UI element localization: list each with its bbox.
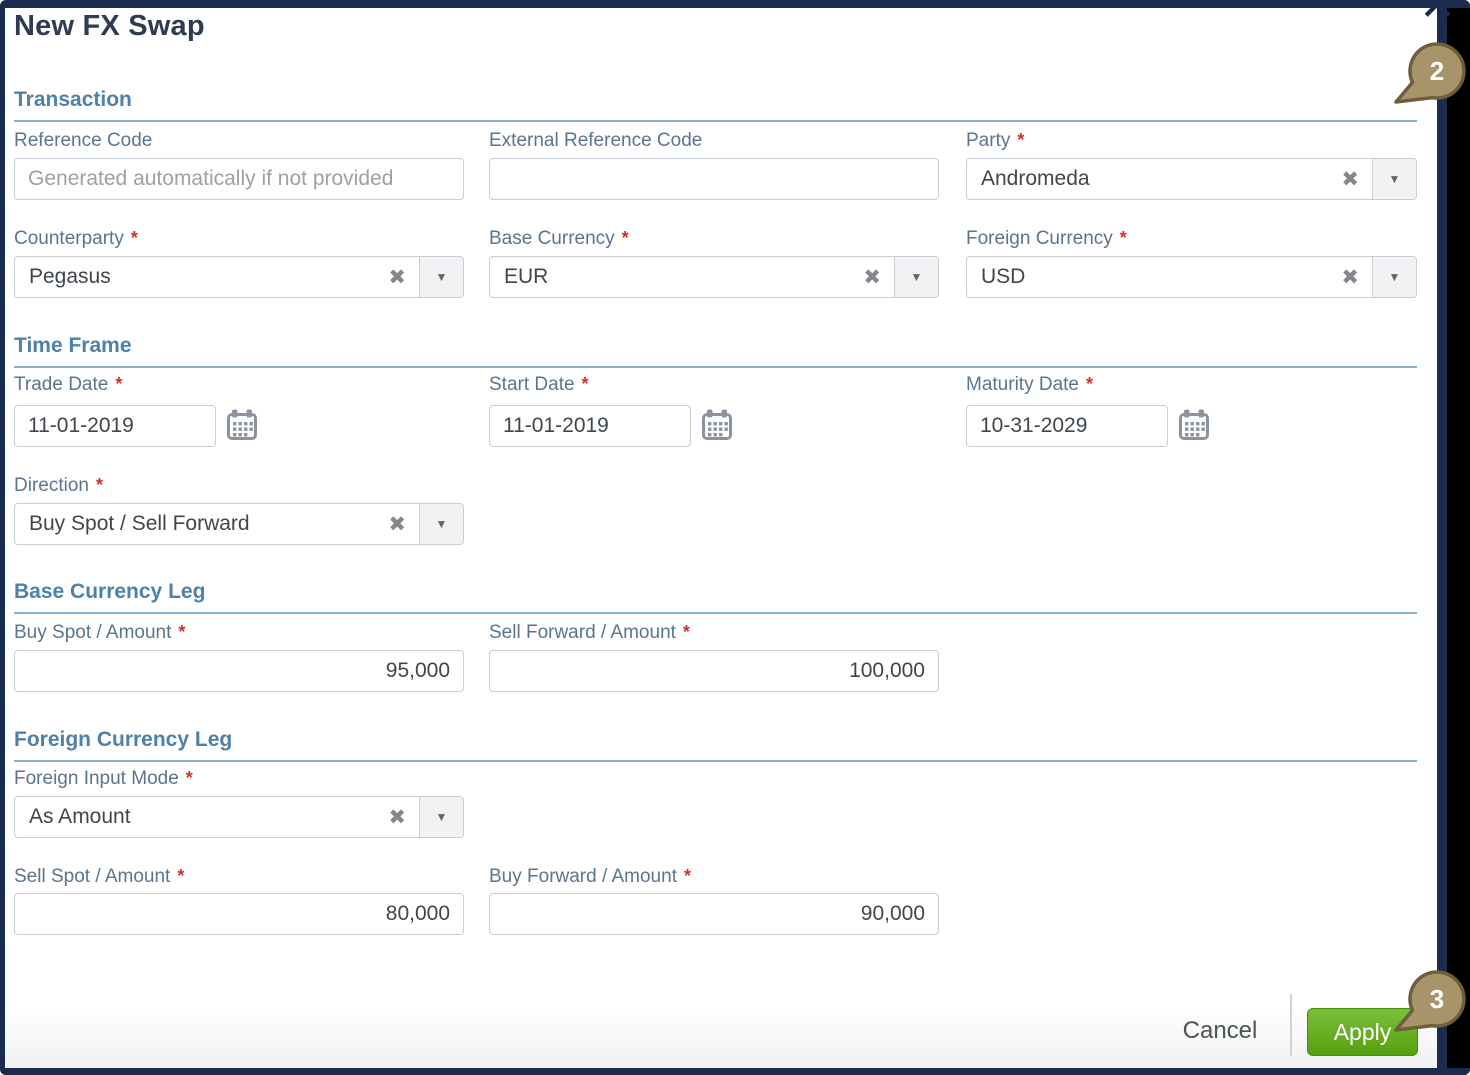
label-foreign-currency: Foreign Currency * xyxy=(966,228,1127,249)
label-party: Party * xyxy=(966,130,1025,151)
label-sell-spot-amount: Sell Spot / Amount * xyxy=(14,866,185,887)
calendar-icon[interactable] xyxy=(701,408,733,442)
buy-forward-amount-input[interactable] xyxy=(489,893,939,935)
section-heading-foreign-currency-leg: Foreign Currency Leg xyxy=(14,728,233,751)
required-marker: * xyxy=(621,228,629,248)
speech-bubble-icon xyxy=(1394,42,1466,104)
clear-icon[interactable]: ✖ xyxy=(388,265,406,289)
frame-border-top-right xyxy=(1447,0,1470,8)
direction-selected-value: Buy Spot / Sell Forward xyxy=(29,512,250,535)
foreign-input-mode-selected-value: As Amount xyxy=(29,805,131,828)
clear-icon[interactable]: ✖ xyxy=(1341,265,1359,289)
sell-forward-amount-input[interactable] xyxy=(489,650,939,692)
section-divider xyxy=(14,120,1417,122)
section-divider xyxy=(14,760,1417,762)
label-direction: Direction * xyxy=(14,475,103,496)
clear-icon[interactable]: ✖ xyxy=(863,265,881,289)
required-marker: * xyxy=(95,475,103,495)
clear-icon[interactable]: ✖ xyxy=(1341,167,1359,191)
direction-select[interactable]: Buy Spot / Sell Forward ✖ ▼ xyxy=(14,503,464,545)
buy-spot-amount-input[interactable] xyxy=(14,650,464,692)
party-select[interactable]: Andromeda ✖ ▼ xyxy=(966,158,1417,200)
calendar-icon[interactable] xyxy=(1178,408,1210,442)
close-icon[interactable]: ✕ xyxy=(1419,0,1456,30)
chevron-down-icon[interactable]: ▼ xyxy=(894,257,938,297)
label-base-currency: Base Currency * xyxy=(489,228,629,249)
clear-icon[interactable]: ✖ xyxy=(388,512,406,536)
required-marker: * xyxy=(1017,130,1025,150)
required-marker: * xyxy=(581,374,589,394)
chevron-down-icon[interactable]: ▼ xyxy=(1372,159,1416,199)
chevron-down-icon[interactable]: ▼ xyxy=(419,797,463,837)
trade-date-input[interactable] xyxy=(14,405,216,447)
external-reference-code-input[interactable] xyxy=(489,158,939,200)
base-currency-selected-value: EUR xyxy=(504,265,549,288)
section-heading-base-currency-leg: Base Currency Leg xyxy=(14,580,206,603)
label-foreign-input-mode: Foreign Input Mode * xyxy=(14,768,193,789)
required-marker: * xyxy=(178,622,186,642)
required-marker: * xyxy=(1119,228,1127,248)
chevron-down-icon[interactable]: ▼ xyxy=(419,504,463,544)
required-marker: * xyxy=(682,622,690,642)
foreign-currency-selected-value: USD xyxy=(981,265,1026,288)
badge-number: 3 xyxy=(1429,984,1445,1014)
required-marker: * xyxy=(177,866,185,886)
reference-code-input[interactable] xyxy=(14,158,464,200)
required-marker: * xyxy=(1085,374,1093,394)
label-start-date: Start Date * xyxy=(489,374,589,395)
speech-bubble-icon xyxy=(1394,970,1466,1032)
chevron-down-icon[interactable]: ▼ xyxy=(1372,257,1416,297)
label-buy-spot-amount: Buy Spot / Amount * xyxy=(14,622,186,643)
start-date-input[interactable] xyxy=(489,405,691,447)
sell-spot-amount-input[interactable] xyxy=(14,893,464,935)
label-sell-forward-amount: Sell Forward / Amount * xyxy=(489,622,690,643)
section-heading-time-frame: Time Frame xyxy=(14,334,132,357)
badge-number: 2 xyxy=(1429,56,1445,86)
label-trade-date: Trade Date * xyxy=(14,374,123,395)
foreign-currency-select[interactable]: USD ✖ ▼ xyxy=(966,256,1417,298)
footer-background xyxy=(5,1006,1437,1068)
label-maturity-date: Maturity Date * xyxy=(966,374,1093,395)
counterparty-selected-value: Pegasus xyxy=(29,265,111,288)
section-divider xyxy=(14,366,1417,368)
required-marker: * xyxy=(130,228,138,248)
footer-divider xyxy=(1290,994,1292,1056)
label-reference-code: Reference Code xyxy=(14,130,153,151)
dialog-title: New FX Swap xyxy=(14,10,205,42)
calendar-icon[interactable] xyxy=(226,408,258,442)
apply-button[interactable]: Apply xyxy=(1307,1008,1418,1056)
foreign-input-mode-select[interactable]: As Amount ✖ ▼ xyxy=(14,796,464,838)
section-divider xyxy=(14,612,1417,614)
clear-icon[interactable]: ✖ xyxy=(388,805,406,829)
label-buy-forward-amount: Buy Forward / Amount * xyxy=(489,866,691,887)
label-external-reference-code: External Reference Code xyxy=(489,130,703,151)
party-selected-value: Andromeda xyxy=(981,167,1090,190)
section-heading-transaction: Transaction xyxy=(14,88,132,111)
base-currency-select[interactable]: EUR ✖ ▼ xyxy=(489,256,939,298)
counterparty-select[interactable]: Pegasus ✖ ▼ xyxy=(14,256,464,298)
cancel-button[interactable]: Cancel xyxy=(1182,1017,1258,1044)
required-marker: * xyxy=(683,866,691,886)
maturity-date-input[interactable] xyxy=(966,405,1168,447)
annotation-badge-3: 3 xyxy=(1390,968,1470,1036)
required-marker: * xyxy=(185,768,193,788)
label-counterparty: Counterparty * xyxy=(14,228,138,249)
annotation-badge-2: 2 xyxy=(1390,40,1470,108)
chevron-down-icon[interactable]: ▼ xyxy=(419,257,463,297)
frame-border-bottom-right xyxy=(1447,1068,1470,1075)
required-marker: * xyxy=(115,374,123,394)
